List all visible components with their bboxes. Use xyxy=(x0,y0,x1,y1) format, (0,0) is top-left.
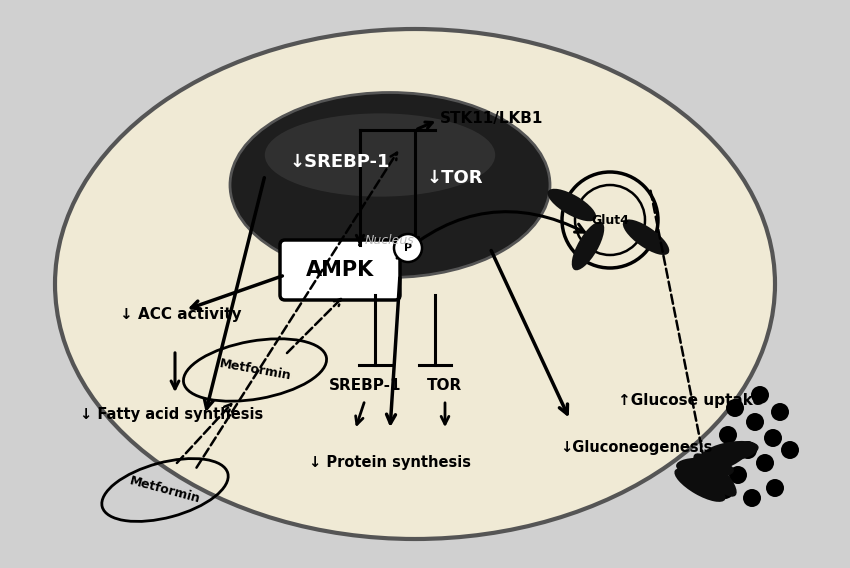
Ellipse shape xyxy=(572,222,604,270)
Circle shape xyxy=(781,441,799,459)
Circle shape xyxy=(719,426,737,444)
Circle shape xyxy=(575,185,645,255)
Circle shape xyxy=(743,489,761,507)
Circle shape xyxy=(726,399,744,417)
Ellipse shape xyxy=(693,446,747,474)
Circle shape xyxy=(756,454,774,472)
Text: Nucleus: Nucleus xyxy=(366,233,415,247)
Text: ↓SREBP-1: ↓SREBP-1 xyxy=(290,153,390,171)
Text: SREBP-1: SREBP-1 xyxy=(329,378,401,392)
Circle shape xyxy=(711,453,729,471)
Circle shape xyxy=(751,386,769,404)
Text: P: P xyxy=(404,243,412,253)
Ellipse shape xyxy=(55,29,775,539)
Ellipse shape xyxy=(694,453,737,496)
Circle shape xyxy=(701,481,719,499)
Text: ↓ ACC activity: ↓ ACC activity xyxy=(120,307,241,323)
Text: STK11/LKB1: STK11/LKB1 xyxy=(440,111,543,126)
Ellipse shape xyxy=(674,468,726,502)
Text: ↓ Fatty acid synthesis: ↓ Fatty acid synthesis xyxy=(80,407,264,423)
Circle shape xyxy=(746,413,764,431)
Ellipse shape xyxy=(676,458,734,478)
Text: ↓Gluconeogenesis: ↓Gluconeogenesis xyxy=(560,440,712,455)
Text: ↓TOR: ↓TOR xyxy=(427,169,484,187)
Circle shape xyxy=(771,403,789,421)
Ellipse shape xyxy=(547,189,596,222)
Circle shape xyxy=(766,479,784,497)
Text: Glut4: Glut4 xyxy=(591,214,629,227)
Ellipse shape xyxy=(701,441,758,463)
Ellipse shape xyxy=(623,219,669,255)
Circle shape xyxy=(729,466,747,484)
Text: ↑Glucose uptake: ↑Glucose uptake xyxy=(618,392,762,407)
Circle shape xyxy=(716,481,734,499)
Text: TOR: TOR xyxy=(428,378,462,392)
Circle shape xyxy=(394,234,422,262)
Circle shape xyxy=(764,429,782,447)
FancyArrowPatch shape xyxy=(397,212,585,258)
Text: ↓ Protein synthesis: ↓ Protein synthesis xyxy=(309,455,471,470)
Circle shape xyxy=(739,441,757,459)
Circle shape xyxy=(691,471,709,489)
Ellipse shape xyxy=(265,114,496,197)
Text: Metformin: Metformin xyxy=(128,474,202,506)
Text: AMPK: AMPK xyxy=(306,260,374,280)
FancyBboxPatch shape xyxy=(280,240,400,300)
Text: Metformin: Metformin xyxy=(218,357,292,383)
Ellipse shape xyxy=(230,93,550,278)
Circle shape xyxy=(562,172,658,268)
